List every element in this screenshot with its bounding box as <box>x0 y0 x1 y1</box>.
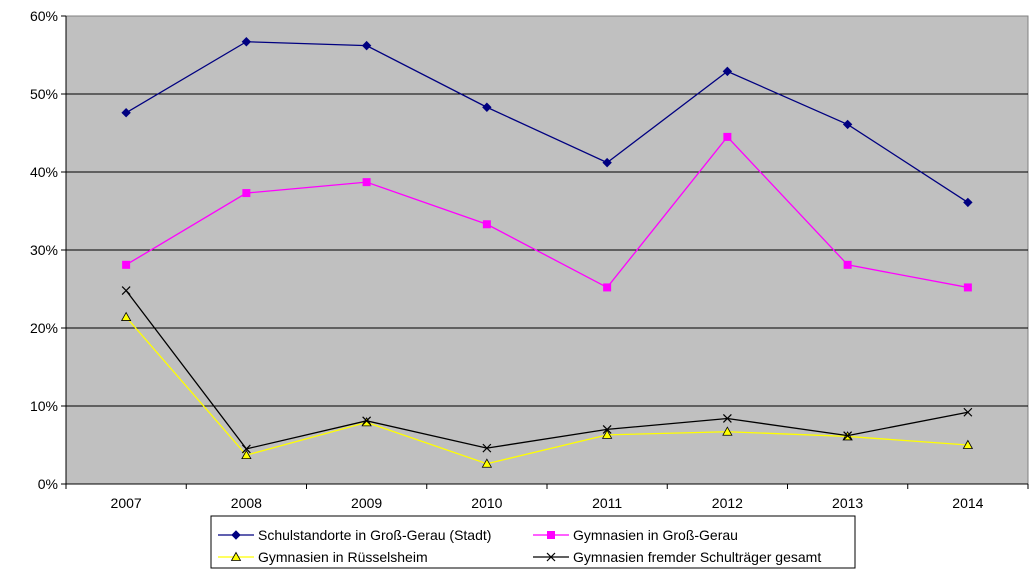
data-point <box>241 37 252 47</box>
x-tick-label: 2011 <box>592 495 622 511</box>
x-tick-label: 2009 <box>351 495 382 511</box>
legend-entry: Gymnasien fremder Schulträger gesamt <box>533 549 821 565</box>
legend-label: Gymnasien in Rüsselsheim <box>258 549 428 565</box>
legend-entry: Schulstandorte in Groß-Gerau (Stadt) <box>218 527 491 543</box>
data-point <box>842 119 853 130</box>
data-point <box>603 283 612 292</box>
legend-marker <box>547 531 555 539</box>
legend: Schulstandorte in Groß-Gerau (Stadt) Gymn… <box>210 515 856 569</box>
series-layer <box>120 37 974 468</box>
legend-marker <box>546 552 556 562</box>
data-point <box>481 458 493 468</box>
y-tick-label: 30% <box>30 242 58 258</box>
series-line <box>125 41 969 203</box>
data-point <box>722 426 733 436</box>
series-line <box>125 316 968 465</box>
legend-label: Gymnasien in Groß-Gerau <box>573 527 738 543</box>
data-point <box>482 220 491 229</box>
series-line <box>125 290 968 450</box>
x-tick-label: 2010 <box>471 495 502 511</box>
data-point <box>120 311 132 321</box>
data-point <box>601 429 613 439</box>
series-3 <box>120 311 974 468</box>
legend-marker <box>230 551 242 561</box>
gridlines <box>66 93 1028 407</box>
data-point <box>843 260 852 269</box>
legend-label: Gymnasien fremder Schulträger gesamt <box>573 549 821 565</box>
data-point <box>963 283 972 292</box>
legend-marker <box>231 530 241 540</box>
y-tick-label: 0% <box>38 476 58 492</box>
data-point <box>362 416 372 426</box>
data-point <box>241 449 252 460</box>
series-4 <box>121 286 973 454</box>
series-2 <box>122 132 972 292</box>
data-point <box>963 197 973 208</box>
x-tick-label: 2014 <box>952 495 983 511</box>
x-tick-label: 2013 <box>832 495 863 511</box>
data-point <box>722 414 732 423</box>
data-point <box>962 439 974 449</box>
x-tick-label: 2007 <box>111 495 142 511</box>
data-point <box>602 157 612 168</box>
legend-label: Schulstandorte in Groß-Gerau (Stadt) <box>258 527 491 543</box>
y-tick-label: 50% <box>30 86 58 102</box>
data-point <box>242 189 251 198</box>
series-1 <box>121 37 973 208</box>
data-point <box>482 443 492 453</box>
y-tick-label: 10% <box>30 398 58 414</box>
data-point <box>362 178 371 187</box>
data-point <box>482 102 492 112</box>
x-axis-ticks: 2007 2008 2009 2010 2011 2012 2013 2014 <box>65 484 1029 511</box>
data-point <box>122 260 131 269</box>
data-point <box>843 431 853 441</box>
y-tick-label: 20% <box>30 320 58 336</box>
data-point <box>963 407 973 417</box>
x-tick-label: 2012 <box>712 495 743 511</box>
y-tick-label: 40% <box>30 164 58 180</box>
data-point <box>602 424 612 434</box>
data-point <box>121 286 131 295</box>
series-line <box>125 135 968 289</box>
data-point <box>722 66 733 77</box>
data-point <box>241 444 251 454</box>
x-tick-label: 2008 <box>231 495 262 511</box>
data-point <box>121 108 131 118</box>
data-point <box>361 40 372 51</box>
data-point <box>723 132 732 141</box>
y-tick-label: 60% <box>30 8 58 24</box>
legend-box <box>210 515 856 569</box>
legend-entry: Gymnasien in Rüsselsheim <box>218 549 428 565</box>
legend-entry: Gymnasien in Groß-Gerau <box>533 527 738 543</box>
